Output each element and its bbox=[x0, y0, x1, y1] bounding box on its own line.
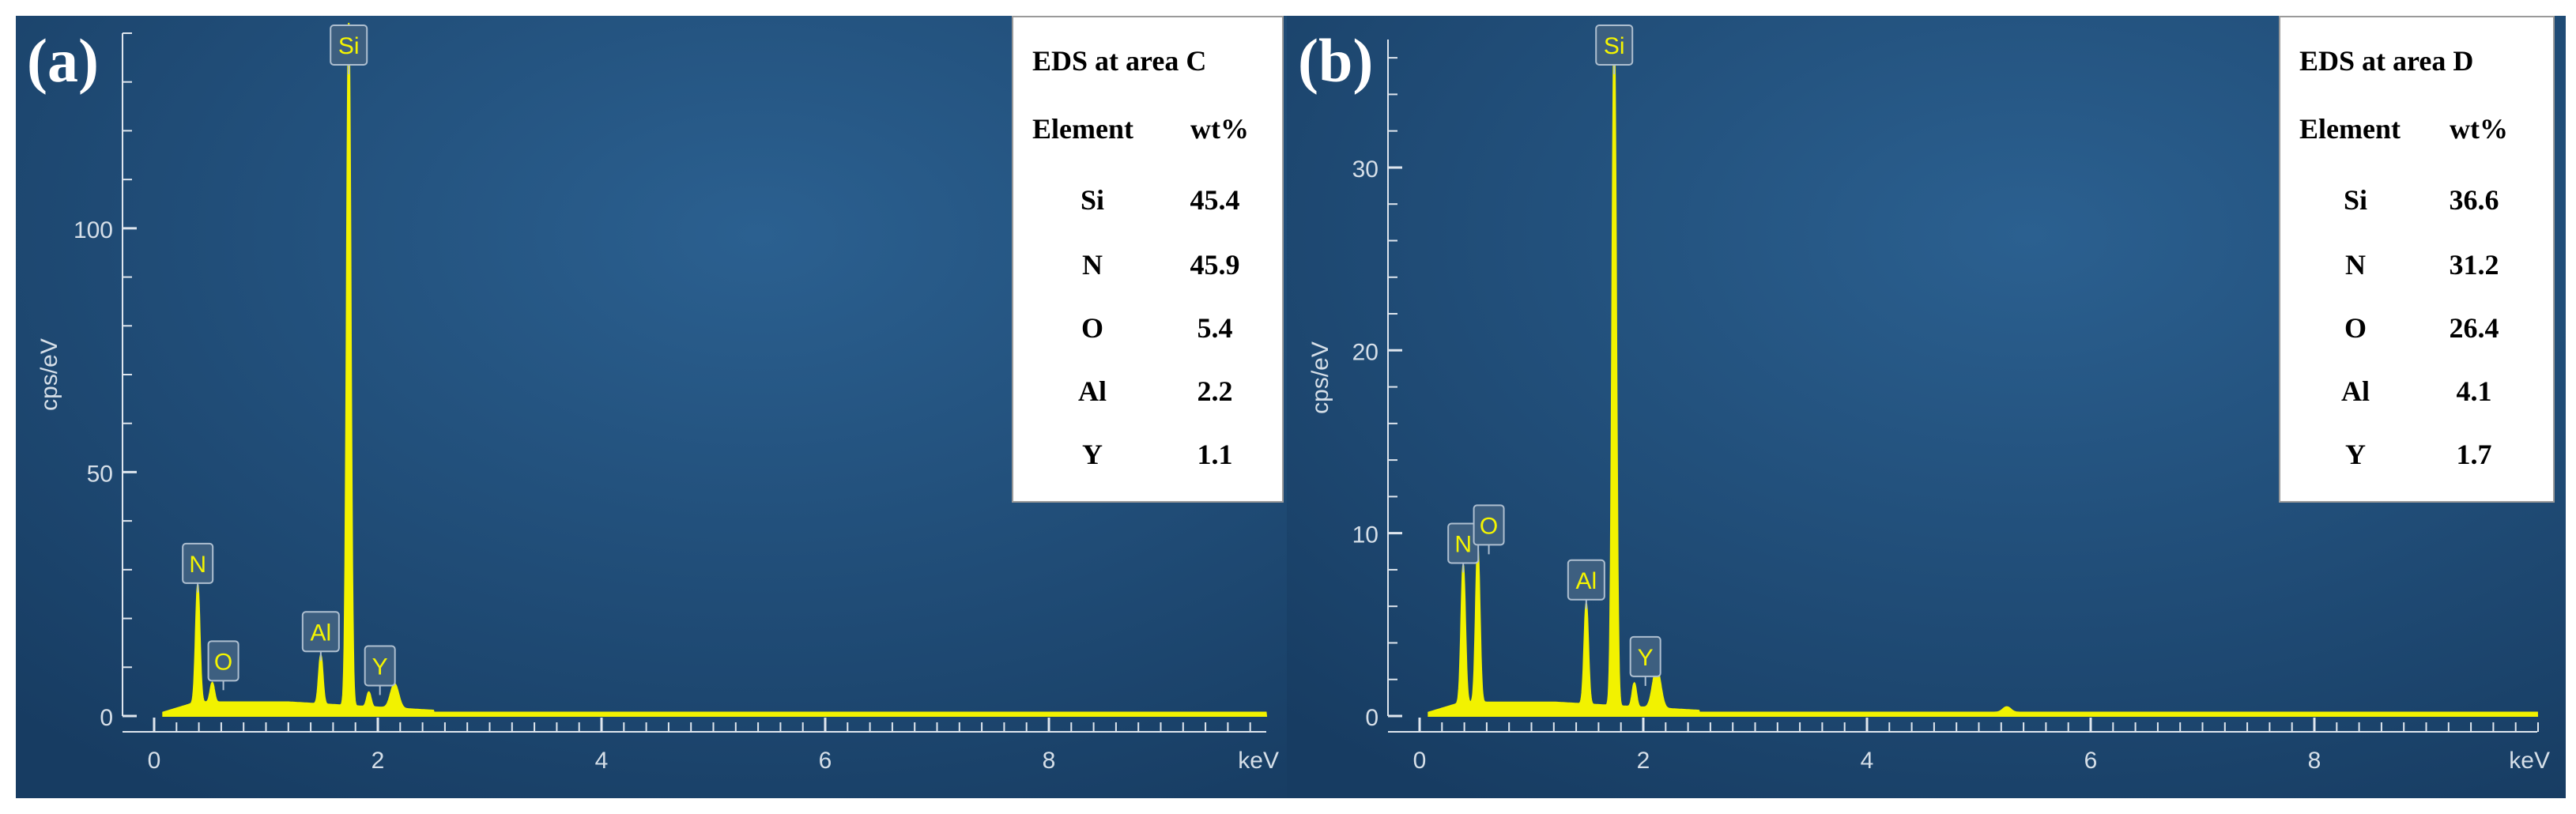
peak-label-text: O bbox=[214, 649, 232, 675]
table-cell-wt: 36.6 bbox=[2449, 184, 2499, 216]
panel-label-a: (a) bbox=[27, 26, 99, 95]
x-tick-label: 0 bbox=[1413, 748, 1427, 774]
y-tick-label: 20 bbox=[1352, 339, 1379, 365]
y-axis-title: cps/eV bbox=[1307, 341, 1333, 414]
table-title-b: EDS at area D bbox=[2299, 45, 2474, 77]
peak-label-n: N bbox=[182, 542, 214, 593]
eds-panel-b: 0 10 20 30 cps/eV 0 2 4 6 8 keV Si N O Al Y (b) EDS at … bbox=[1287, 16, 2566, 798]
table-cell-wt: 26.4 bbox=[2449, 312, 2499, 344]
peak-label-text: O bbox=[1480, 513, 1498, 539]
x-tick-label: 4 bbox=[1861, 748, 1874, 774]
x-tick-label: 2 bbox=[372, 748, 385, 774]
table-row: N 45.9 bbox=[1013, 248, 1282, 296]
table-row: Y 1.1 bbox=[1013, 438, 1282, 485]
x-axis-title: keV bbox=[1238, 748, 1279, 774]
y-tick-label: 30 bbox=[1352, 156, 1379, 183]
peak-label-o: O bbox=[1473, 504, 1505, 555]
table-cell-element: O bbox=[1081, 312, 1103, 344]
table-cell-wt: 5.4 bbox=[1197, 312, 1233, 344]
panel-label-b: (b) bbox=[1298, 26, 1374, 95]
peak-label-y: Y bbox=[1629, 635, 1661, 686]
y-axis-title: cps/eV bbox=[36, 338, 62, 411]
table-row: Si 45.4 bbox=[1013, 183, 1282, 231]
peak-label-n: N bbox=[1447, 522, 1480, 573]
table-cell-wt: 31.2 bbox=[2449, 249, 2499, 281]
table-cell-element: Si bbox=[2343, 184, 2368, 216]
peak-label-text: Y bbox=[1638, 645, 1654, 671]
x-tick-label: 4 bbox=[595, 748, 609, 774]
table-cell-element: Y bbox=[1082, 439, 1103, 470]
table-cell-wt: 4.1 bbox=[2456, 375, 2492, 407]
table-cell-wt: 1.7 bbox=[2456, 439, 2492, 470]
spectrum-trace bbox=[1428, 28, 2539, 717]
table-cell-wt: 45.4 bbox=[1190, 184, 1240, 216]
peak-label-al: Al bbox=[301, 611, 340, 661]
table-cell-element: O bbox=[2344, 312, 2367, 344]
table-title-a: EDS at area C bbox=[1032, 45, 1207, 77]
table-cell-element: Al bbox=[1078, 375, 1107, 407]
table-cell-element: Y bbox=[2345, 439, 2366, 470]
peak-label-y: Y bbox=[364, 645, 396, 695]
table-cell-wt: 2.2 bbox=[1197, 375, 1233, 407]
table-row: Al 4.1 bbox=[2280, 375, 2553, 422]
spectrum-trace bbox=[162, 22, 1268, 717]
x-tick-label: 0 bbox=[148, 748, 161, 774]
x-tick-label: 6 bbox=[819, 748, 832, 774]
table-row: O 26.4 bbox=[2280, 311, 2553, 359]
table-row: N 31.2 bbox=[2280, 248, 2553, 296]
table-row: Al 2.2 bbox=[1013, 375, 1282, 422]
x-tick-label: 8 bbox=[2308, 748, 2321, 774]
peak-label-o: O bbox=[207, 640, 239, 691]
peak-label-text: Si bbox=[338, 33, 360, 59]
y-tick-label: 0 bbox=[100, 705, 113, 731]
table-header-element: Element bbox=[1032, 113, 1133, 145]
table-header-element: Element bbox=[2299, 113, 2401, 145]
table-header-wt: wt% bbox=[1190, 113, 1249, 145]
y-tick-label: 0 bbox=[1365, 705, 1379, 731]
y-tick-label: 100 bbox=[74, 217, 113, 243]
peak-label-al: Al bbox=[1567, 559, 1605, 609]
peak-label-text: N bbox=[189, 552, 206, 578]
table-cell-element: Si bbox=[1080, 184, 1105, 216]
x-tick-label: 8 bbox=[1043, 748, 1056, 774]
peak-label-si: Si bbox=[1595, 24, 1634, 74]
composition-table-a: EDS at area C Element wt% Si 45.4 N 45.9… bbox=[1012, 16, 1284, 503]
eds-panel-a: 0 50 100 cps/eV 0 2 4 6 8 keV Si N O Al Y (a) EDS at a… bbox=[16, 16, 1295, 798]
table-row: Y 1.7 bbox=[2280, 438, 2553, 485]
table-row: Si 36.6 bbox=[2280, 183, 2553, 231]
composition-table-b: EDS at area D Element wt% Si 36.6 N 31.2… bbox=[2279, 16, 2555, 503]
peak-label-si: Si bbox=[330, 24, 368, 74]
y-tick-label: 10 bbox=[1352, 522, 1379, 548]
x-axis-title: keV bbox=[2509, 748, 2550, 774]
peak-label-text: Al bbox=[1575, 568, 1597, 594]
peak-label-text: Al bbox=[310, 620, 331, 646]
x-tick-label: 6 bbox=[2084, 748, 2098, 774]
table-cell-element: N bbox=[1082, 249, 1103, 281]
peak-label-text: Si bbox=[1604, 33, 1625, 59]
table-header-wt: wt% bbox=[2450, 113, 2508, 145]
table-cell-wt: 1.1 bbox=[1197, 439, 1233, 470]
y-tick-label: 50 bbox=[87, 461, 113, 487]
table-cell-element: N bbox=[2345, 249, 2366, 281]
table-cell-element: Al bbox=[2341, 375, 2370, 407]
table-cell-wt: 45.9 bbox=[1190, 249, 1240, 281]
table-row: O 5.4 bbox=[1013, 311, 1282, 359]
x-tick-label: 2 bbox=[1637, 748, 1650, 774]
peak-label-text: N bbox=[1454, 531, 1472, 557]
peak-label-text: Y bbox=[372, 654, 388, 680]
